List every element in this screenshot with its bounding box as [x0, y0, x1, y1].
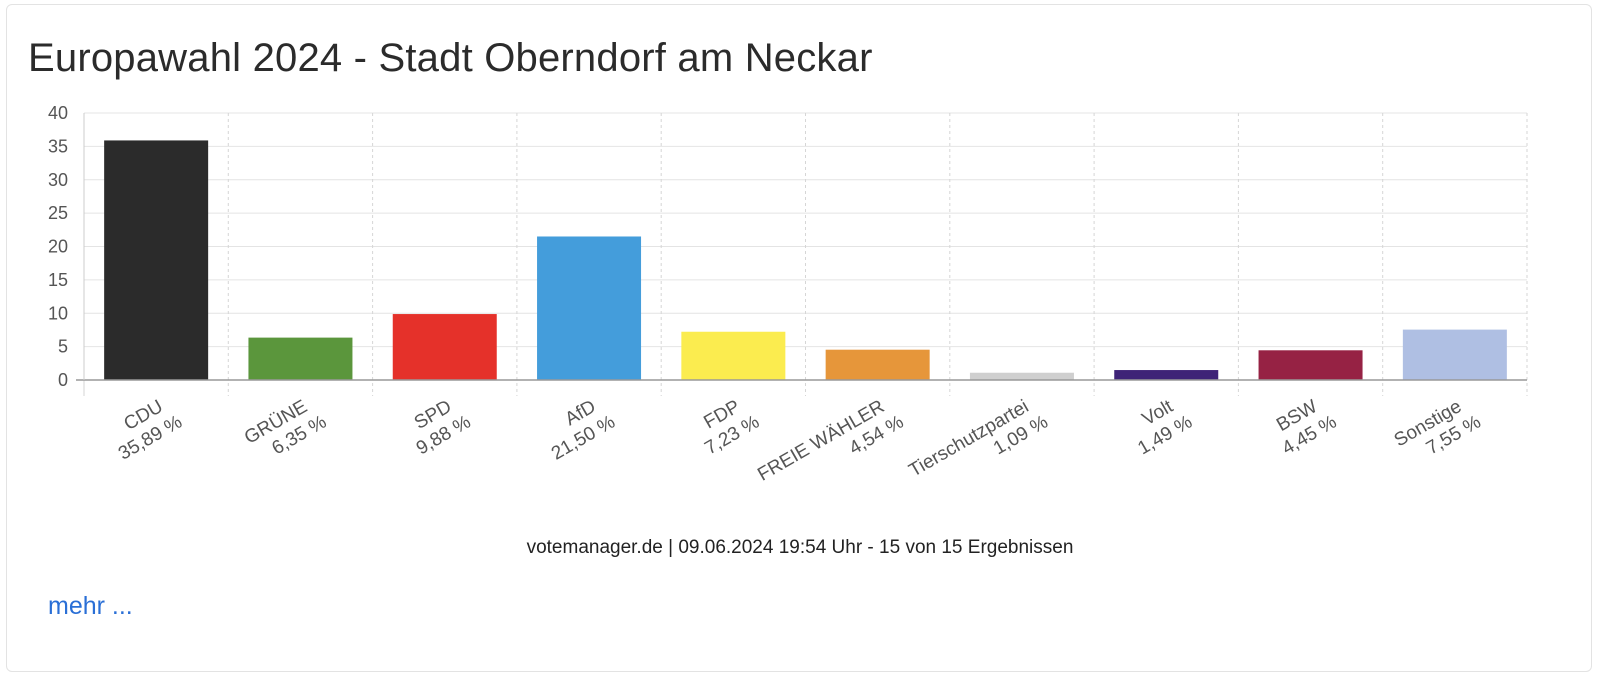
x-tick-label: Volt1,49 % — [1123, 392, 1196, 460]
bar-gr-ne — [248, 337, 353, 380]
y-tick-label: 0 — [58, 370, 68, 390]
bar-tierschutzpartei — [969, 372, 1074, 380]
x-tick-label: Sonstige7,55 % — [1391, 392, 1485, 472]
bar-spd — [392, 314, 497, 380]
x-tick-label: AfD21,50 % — [536, 392, 618, 465]
x-tick-label: FDP7,23 % — [690, 392, 763, 460]
bar-fdp — [681, 331, 786, 380]
y-tick-label: 20 — [48, 237, 68, 257]
bar-cdu — [104, 140, 209, 380]
y-tick-label: 10 — [48, 303, 68, 323]
bar-bsw — [1258, 350, 1363, 380]
x-tick-label: Tierschutzpartei1,09 % — [905, 392, 1051, 502]
y-tick-label: 35 — [48, 136, 68, 156]
y-tick-label: 40 — [48, 103, 68, 123]
x-tick-label: CDU35,89 % — [104, 392, 186, 465]
x-tick-label: BSW4,45 % — [1267, 392, 1340, 460]
bar-sonstige — [1402, 329, 1507, 380]
y-tick-label: 30 — [48, 170, 68, 190]
bar-freie-w-hler — [825, 349, 930, 380]
bar-volt — [1114, 370, 1219, 380]
source-footer: votemanager.de | 09.06.2024 19:54 Uhr - … — [526, 537, 1074, 558]
bar-chart: 0 5 10 15 20 25 30 35 40 CDU35,89 % GRÜNE6,35 % SPD… — [48, 103, 1528, 506]
x-tick-label: SPD9,88 % — [401, 392, 474, 460]
chart-title: Europawahl 2024 - Stadt Oberndorf am Nec… — [28, 36, 873, 80]
y-tick-label: 5 — [58, 337, 68, 357]
x-tick-label: FREIE WÄHLER4,54 % — [754, 392, 907, 506]
y-tick-label: 25 — [48, 203, 68, 223]
more-link[interactable]: mehr ... — [48, 592, 133, 620]
bar-afd — [537, 236, 642, 380]
y-tick-label: 15 — [48, 270, 68, 290]
x-tick-label: GRÜNE6,35 % — [241, 392, 330, 469]
